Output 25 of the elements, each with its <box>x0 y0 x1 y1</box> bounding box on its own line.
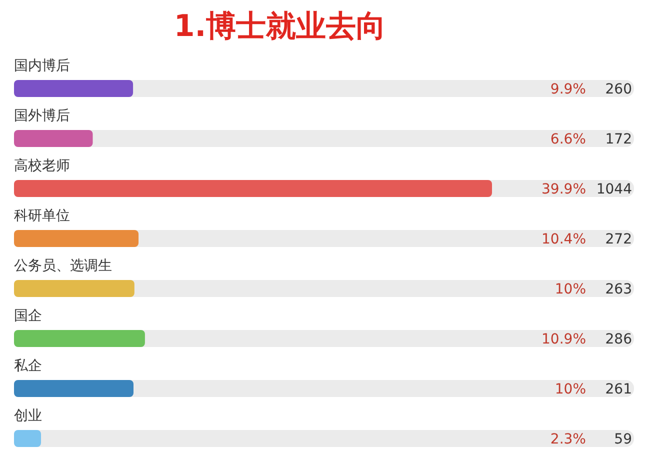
text: 6.6% <box>550 132 586 148</box>
y-tick-label: 国企 <box>14 308 42 324</box>
text: 10.9% <box>542 332 586 348</box>
y-tick-label: 高校老师 <box>14 158 70 174</box>
y-tick-label: 私企 <box>14 358 42 374</box>
data-label: 172 <box>605 132 632 148</box>
y-tick-label: 国内博后 <box>14 58 70 74</box>
data-label: 263 <box>605 282 632 298</box>
data-label: 272 <box>605 232 632 248</box>
data-label: 286 <box>605 332 632 348</box>
y-tick-label: 科研单位 <box>14 208 70 224</box>
y-tick-label: 国外博后 <box>14 108 70 124</box>
text: 10% <box>554 282 586 298</box>
data-label: 260 <box>605 82 632 98</box>
text: 9.9% <box>550 82 586 98</box>
chart-title: 1.博士就业去向 <box>174 9 386 44</box>
y-tick-label: 公务员、选调生 <box>14 258 112 274</box>
text: 10.4% <box>542 232 586 248</box>
data-label: 261 <box>605 382 632 398</box>
y-tick-label: 创业 <box>14 408 42 424</box>
text: 2.3% <box>550 432 586 448</box>
data-label: 59 <box>614 432 632 448</box>
data-label: 1044 <box>596 182 632 198</box>
text: 10% <box>554 382 586 398</box>
text: 39.9% <box>542 182 586 198</box>
